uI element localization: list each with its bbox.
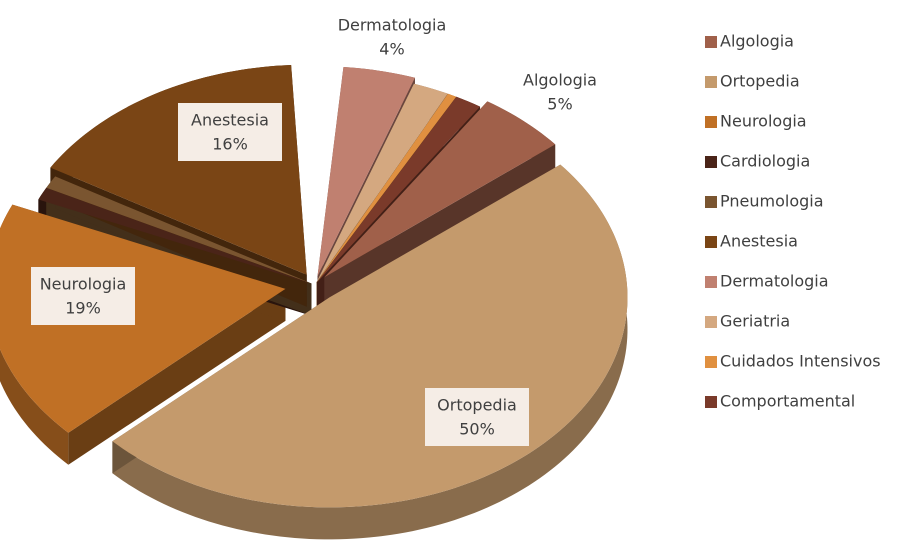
pie-slice <box>317 66 415 277</box>
legend-label: Comportamental <box>720 392 855 411</box>
value-label: 5% <box>547 95 572 114</box>
slice-wall <box>68 288 286 465</box>
legend-swatch <box>705 76 717 88</box>
value-label: 50% <box>459 420 495 439</box>
legend-swatch <box>705 316 717 328</box>
legend-swatch <box>705 196 717 208</box>
category-label: Ortopedia <box>437 396 517 415</box>
value-label: 16% <box>212 135 248 154</box>
legend-swatch <box>705 156 717 168</box>
legend-label: Anestesia <box>720 232 798 251</box>
pie-slice <box>316 83 448 283</box>
label-box <box>178 103 282 161</box>
legend-swatch <box>705 116 717 128</box>
legend-label: Algologia <box>720 32 794 51</box>
slice-side <box>0 204 69 465</box>
legend-swatch <box>705 356 717 368</box>
legend-swatch <box>705 236 717 248</box>
category-label: Neurologia <box>40 275 127 294</box>
pie-slice <box>38 187 312 284</box>
label-box <box>31 267 135 325</box>
pie-slice <box>316 93 457 283</box>
legend-label: Geriatria <box>720 312 790 331</box>
legend: Algologia Ortopedia Neurologia Cardiologia P… <box>705 32 881 411</box>
legend-label: Dermatologia <box>720 272 829 291</box>
label-box <box>425 388 529 446</box>
category-label: Anestesia <box>191 111 269 130</box>
category-label: Dermatologia <box>338 16 447 35</box>
category-label: Algologia <box>523 71 597 90</box>
legend-swatch <box>705 36 717 48</box>
legend-label: Cardiologia <box>720 152 810 171</box>
pie-slice <box>0 204 286 433</box>
legend-label: Cuidados Intensivos <box>720 352 881 371</box>
pie-slice <box>317 96 481 283</box>
legend-swatch <box>705 276 717 288</box>
legend-label: Ortopedia <box>720 72 800 91</box>
value-label: 19% <box>65 299 101 318</box>
pie-slice <box>46 176 312 284</box>
legend-label: Neurologia <box>720 112 807 131</box>
pie-slice <box>324 101 556 278</box>
legend-label: Pneumologia <box>720 192 824 211</box>
data-labels: Algologia 5% Ortopedia 50% Neurologia 19% Anes… <box>31 16 597 446</box>
legend-swatch <box>705 396 717 408</box>
value-label: 4% <box>379 40 404 59</box>
